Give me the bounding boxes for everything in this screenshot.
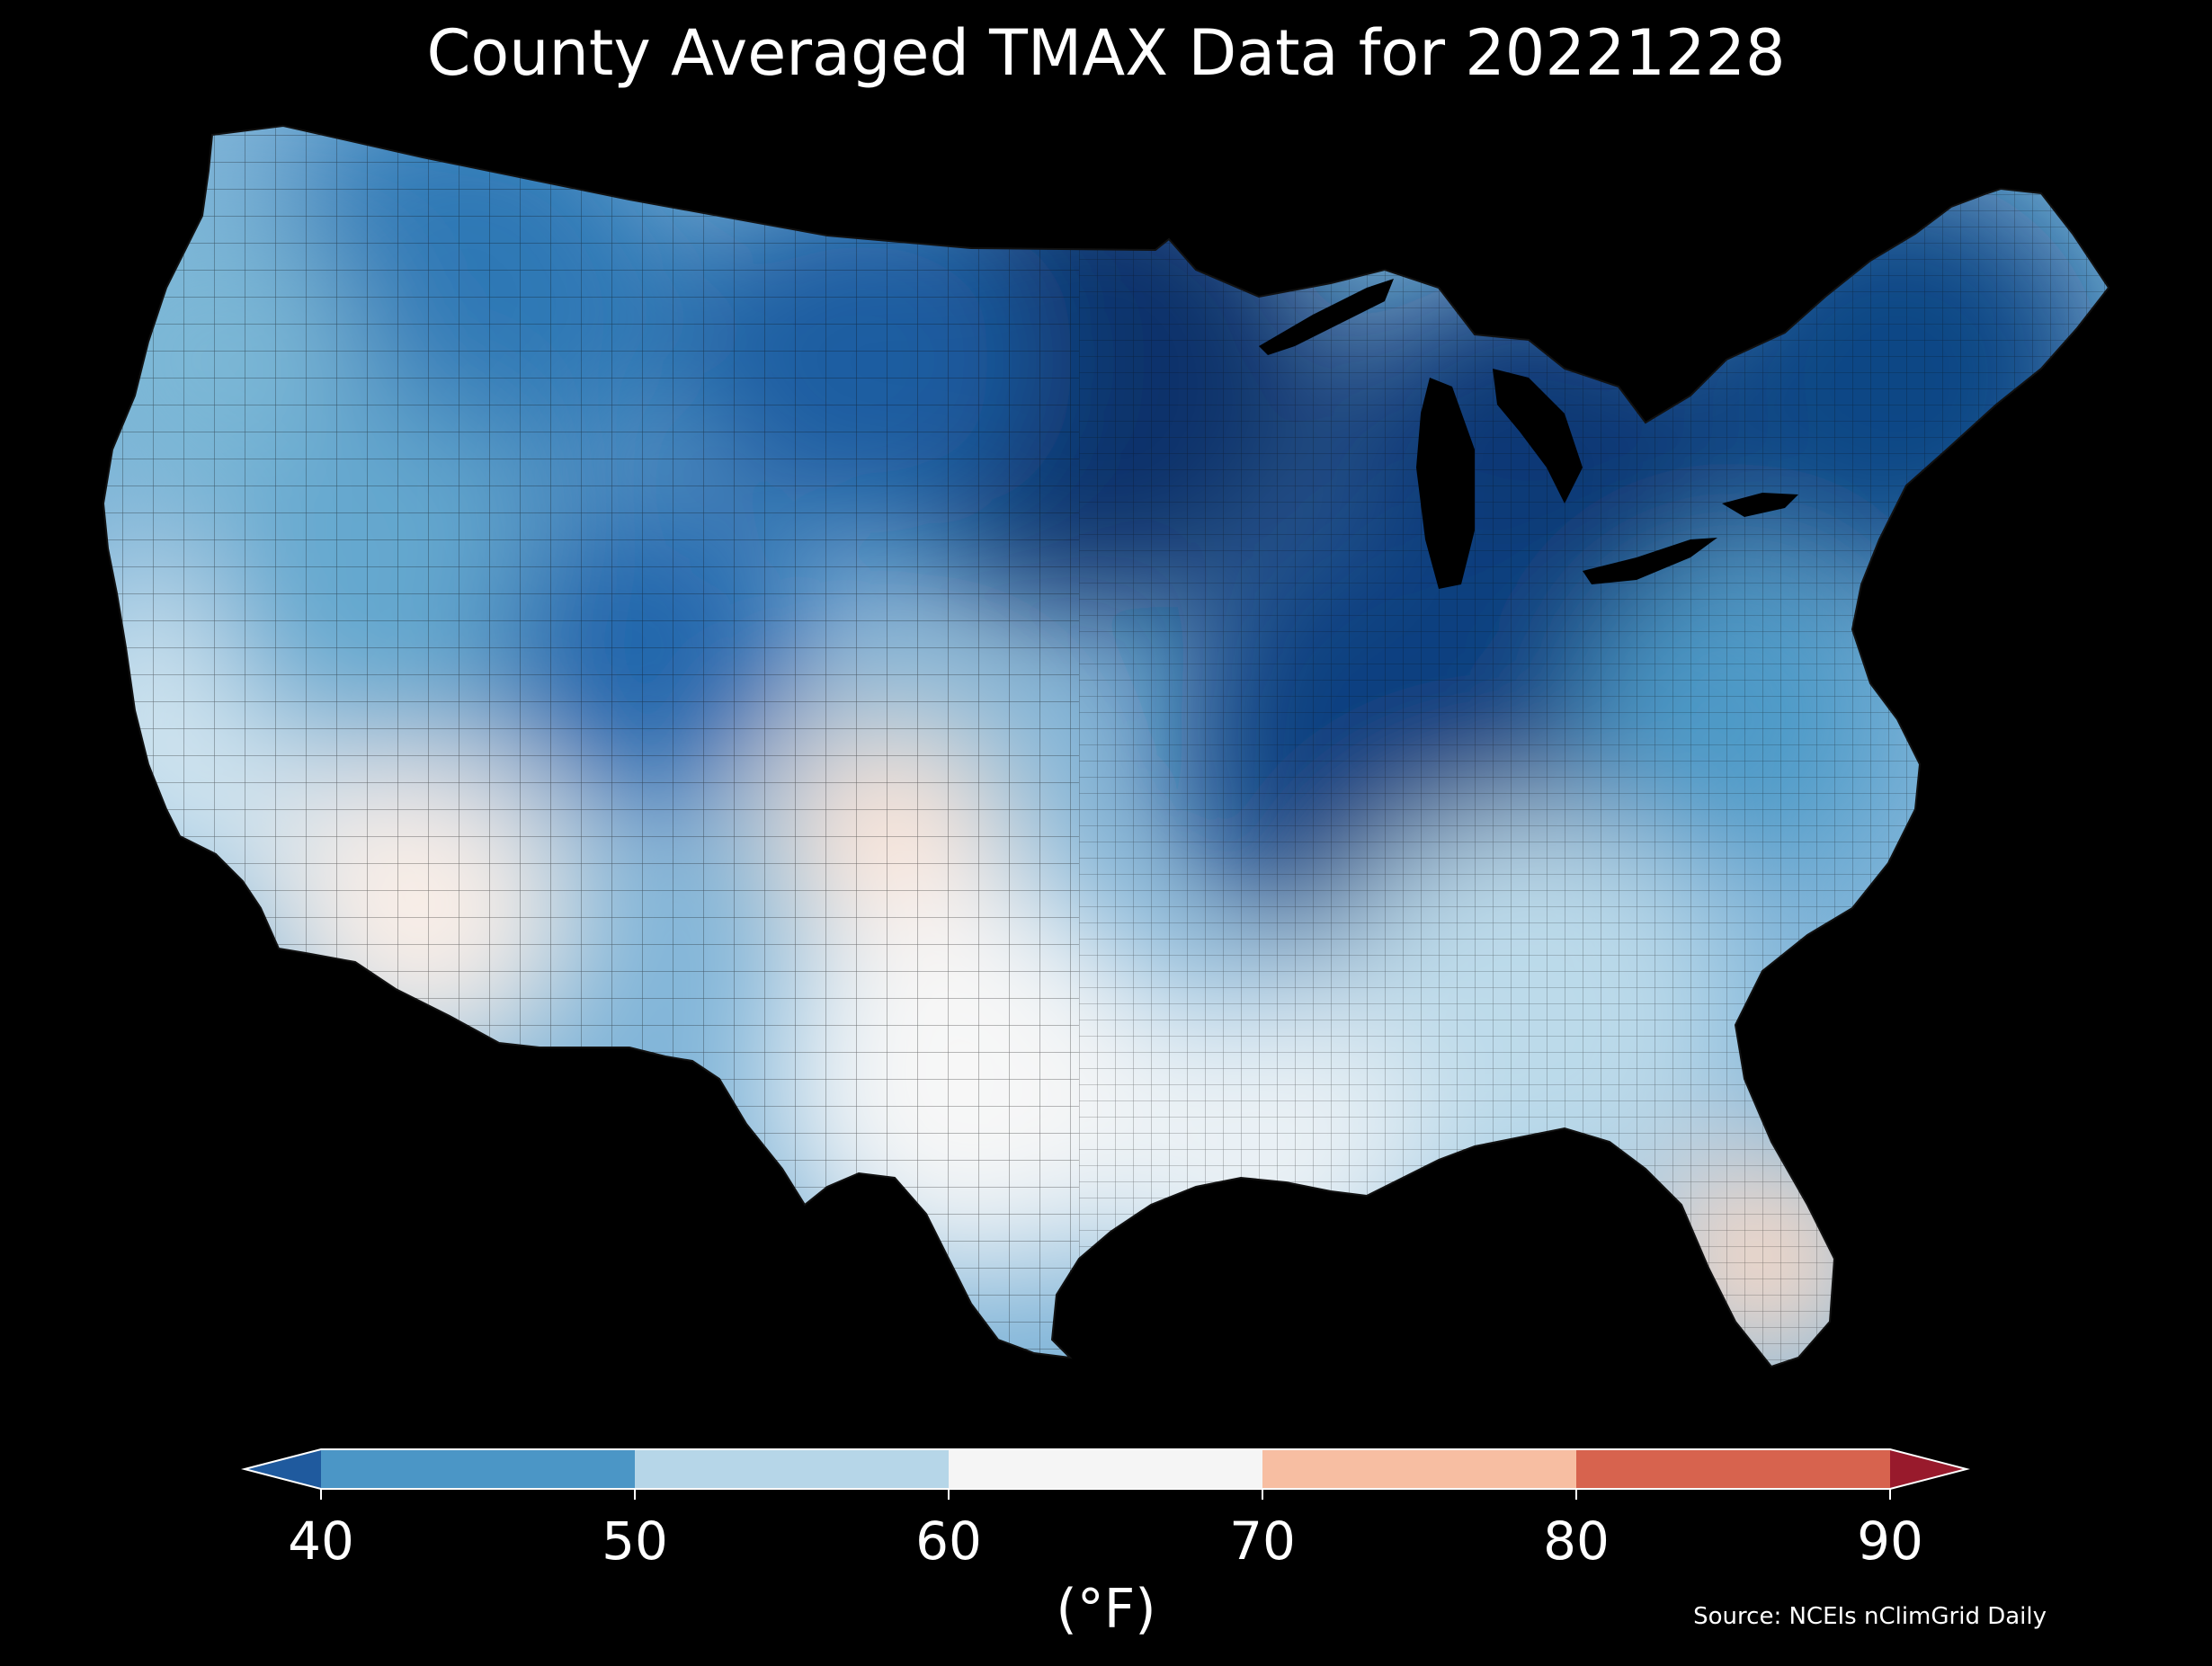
colorbar-bin-70-80: [1262, 1449, 1576, 1489]
great-lakes: [1259, 279, 1798, 589]
colorbar-bin-80-90: [1576, 1449, 1890, 1489]
map-title: County Averaged TMAX Data for 20221228: [426, 16, 1786, 90]
source-note: Source: NCEIs nClimGrid Daily: [1693, 1603, 2047, 1630]
colorbar-extend-high: [1890, 1449, 1967, 1489]
lake-michigan: [1416, 378, 1475, 589]
colorbar-tick-label: 40: [288, 1510, 354, 1572]
colorbar: 40 50 60 70 80 90: [241, 1448, 1970, 1572]
colorbar-extend-low: [245, 1449, 321, 1489]
colorbar-tick-label: 90: [1857, 1510, 1923, 1572]
lake-superior: [1259, 279, 1394, 355]
colorbar-tick-label: 50: [602, 1510, 668, 1572]
lake-ontario: [1722, 493, 1798, 517]
colorbar-tick-label: 60: [915, 1510, 982, 1572]
colorbar-tick-label: 80: [1543, 1510, 1610, 1572]
colorbar-tick-label: 70: [1229, 1510, 1296, 1572]
colorbar-bin-50-60: [635, 1449, 949, 1489]
colorbar-unit-label: (°F): [1056, 1578, 1156, 1641]
colorbar-bin-40-50: [321, 1449, 635, 1489]
colorbar-bin-60-70: [949, 1449, 1262, 1489]
lake-huron: [1493, 369, 1583, 503]
county-lines-east: [1079, 126, 2109, 1367]
lake-erie: [1583, 538, 1717, 584]
county-lines-west: [103, 126, 1079, 1367]
